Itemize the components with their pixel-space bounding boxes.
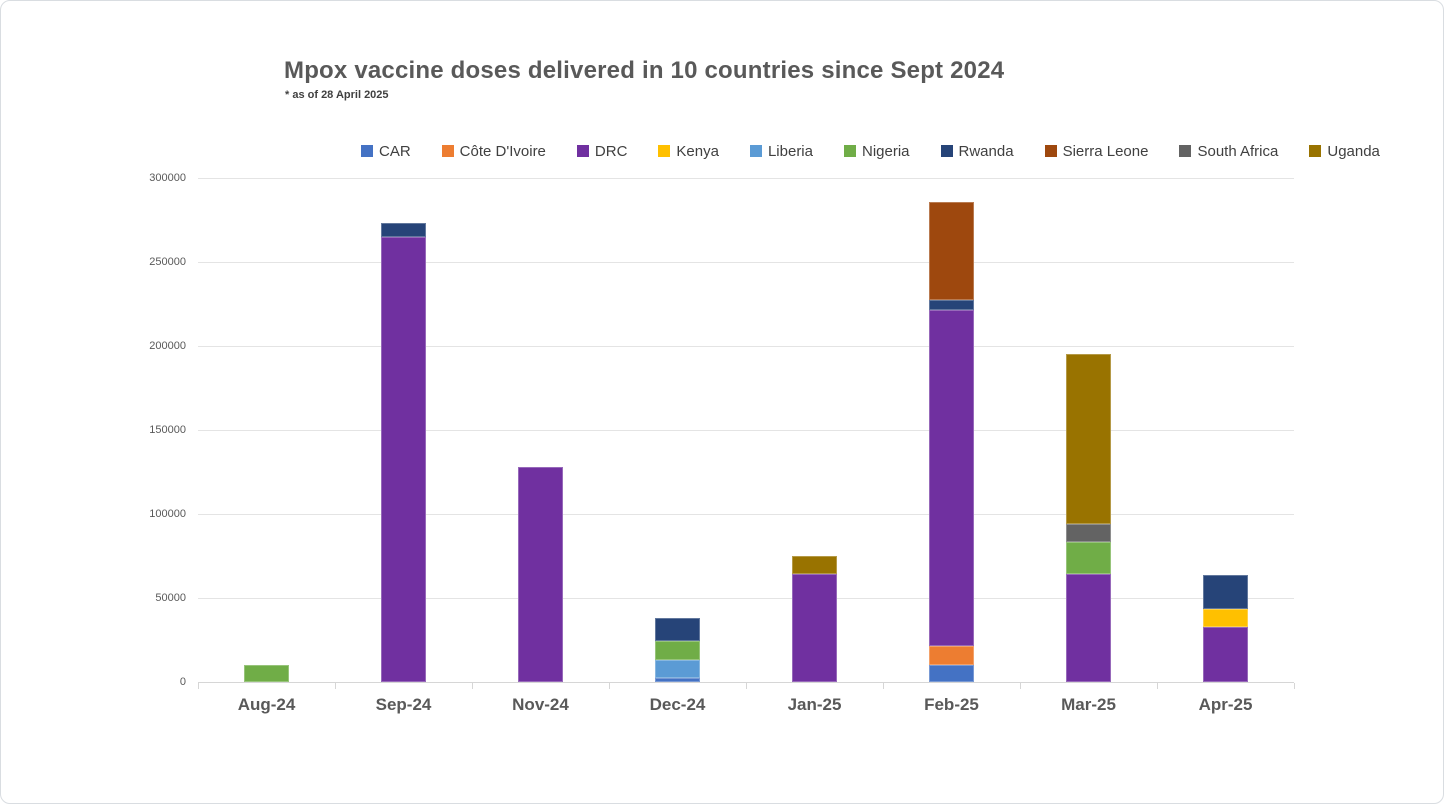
bar-segment-kenya [1203, 608, 1248, 627]
x-axis-tick [1020, 683, 1021, 689]
x-tick-label-feb-25: Feb-25 [924, 695, 979, 714]
bar-segment-nigeria [1066, 541, 1111, 574]
y-tick-label: 250000 [149, 256, 186, 268]
y-tick-label: 200000 [149, 340, 186, 352]
y-axis-labels: 0 50000 100000 150000 200000 250000 300000 [121, 172, 186, 688]
legend-item-uganda: Uganda [1309, 143, 1380, 160]
legend-swatch-icon [361, 145, 373, 157]
x-axis-tick [198, 683, 199, 689]
x-tick-label-nov-24: Nov-24 [512, 695, 569, 714]
bar-segment-rwanda [655, 618, 700, 641]
x-tick-label-aug-24: Aug-24 [237, 695, 296, 714]
bar-segment-drc [518, 466, 563, 682]
legend-item-south-africa: South Africa [1179, 143, 1278, 160]
bar-sep-24 [381, 223, 426, 682]
legend-item-nigeria: Nigeria [843, 142, 910, 160]
bar-segment-sierra-leone [929, 201, 974, 300]
legend-item-rwanda: Rwanda [940, 142, 1014, 160]
bar-segment-drc [1203, 626, 1248, 682]
x-axis-labels: Aug-24 Sep-24 Nov-24 Dec-24 Jan-25 Feb-25 Mar-… [198, 695, 1294, 719]
plot-area [198, 178, 1295, 689]
gridline [198, 514, 1294, 515]
legend-label: Uganda [1327, 142, 1380, 160]
bar-segment-liberia [655, 660, 700, 678]
legend-swatch-icon [1044, 145, 1057, 157]
x-tick-label-dec-24: Dec-24 [649, 695, 706, 714]
legend-label: South Africa [1197, 142, 1279, 160]
bar-segment-drc [381, 236, 426, 682]
bar-segment-car [929, 665, 974, 682]
bar-apr-25 [1203, 575, 1248, 682]
bar-segment-car [655, 677, 700, 682]
bar-segment-nigeria [244, 665, 289, 682]
y-tick-label: 150000 [149, 424, 186, 436]
legend: CAR Côte D'Ivoire DRC Kenya Liberia Nigeria Rw… [361, 140, 1380, 162]
legend-swatch-icon [940, 145, 953, 157]
bar-segment-rwanda [1203, 575, 1248, 609]
bar-segment-uganda [1066, 354, 1111, 525]
legend-label: Rwanda [958, 142, 1014, 160]
legend-item-drc: DRC [576, 142, 628, 160]
x-axis-tick [1157, 683, 1158, 689]
x-axis-tick [609, 683, 610, 689]
x-tick-label-mar-25: Mar-25 [1061, 695, 1116, 714]
bar-segment-drc [929, 309, 974, 646]
x-axis-tick [883, 683, 884, 689]
legend-swatch-icon [441, 145, 454, 157]
chart-subtitle: * as of 28 April 2025 [285, 89, 389, 101]
legend-swatch-icon [1179, 145, 1192, 157]
legend-item-c-te-d-ivoire: Côte D'Ivoire [441, 142, 546, 160]
bar-segment-nigeria [655, 640, 700, 661]
gridline [198, 262, 1294, 263]
x-axis-tick [335, 683, 336, 689]
bar-segment-rwanda [929, 299, 974, 310]
bar-nov-24 [518, 466, 563, 682]
bar-jan-25 [792, 556, 837, 682]
gridline [198, 178, 1294, 179]
gridline [198, 346, 1294, 347]
legend-item-kenya: Kenya [658, 143, 719, 160]
gridline [198, 598, 1294, 599]
gridline [198, 430, 1294, 431]
legend-item-sierra-leone: Sierra Leone [1044, 142, 1149, 160]
legend-label: Kenya [676, 142, 719, 160]
bar-segment-uganda [792, 556, 837, 574]
legend-label: Liberia [767, 142, 813, 160]
legend-item-car: CAR [361, 143, 411, 160]
x-tick-label-jan-25: Jan-25 [787, 695, 842, 714]
bar-segment-drc [1066, 573, 1111, 682]
x-tick-label-sep-24: Sep-24 [375, 695, 432, 714]
bar-aug-24 [244, 665, 289, 682]
chart-title: Mpox vaccine doses delivered in 10 count… [284, 57, 1005, 84]
legend-item-liberia: Liberia [749, 142, 813, 160]
x-axis-tick [1294, 683, 1295, 689]
legend-label: Sierra Leone [1062, 142, 1149, 160]
y-tick-label: 50000 [155, 592, 186, 604]
x-axis-line [198, 682, 1294, 683]
bar-dec-24 [655, 618, 700, 682]
bar-mar-25 [1066, 354, 1111, 682]
bar-segment-drc [792, 573, 837, 682]
legend-swatch-icon [576, 145, 589, 157]
y-tick-label: 100000 [149, 508, 186, 520]
legend-label: Nigeria [861, 142, 910, 160]
legend-label: CAR [379, 142, 411, 160]
legend-label: Côte D'Ivoire [459, 142, 546, 160]
legend-swatch-icon [658, 145, 671, 157]
x-axis-tick [472, 683, 473, 689]
y-tick-label: 0 [179, 676, 186, 688]
y-tick-label: 300000 [149, 172, 186, 184]
bar-segment-rwanda [381, 223, 426, 237]
bar-segment-south-africa [1066, 524, 1111, 542]
bar-segment-c-te-d-ivoire [929, 645, 974, 666]
x-axis-tick [746, 683, 747, 689]
legend-swatch-icon [843, 145, 856, 157]
legend-swatch-icon [749, 145, 762, 157]
legend-swatch-icon [1309, 145, 1322, 157]
x-tick-label-apr-25: Apr-25 [1198, 695, 1253, 714]
legend-label: DRC [594, 142, 628, 160]
bar-feb-25 [929, 201, 974, 682]
